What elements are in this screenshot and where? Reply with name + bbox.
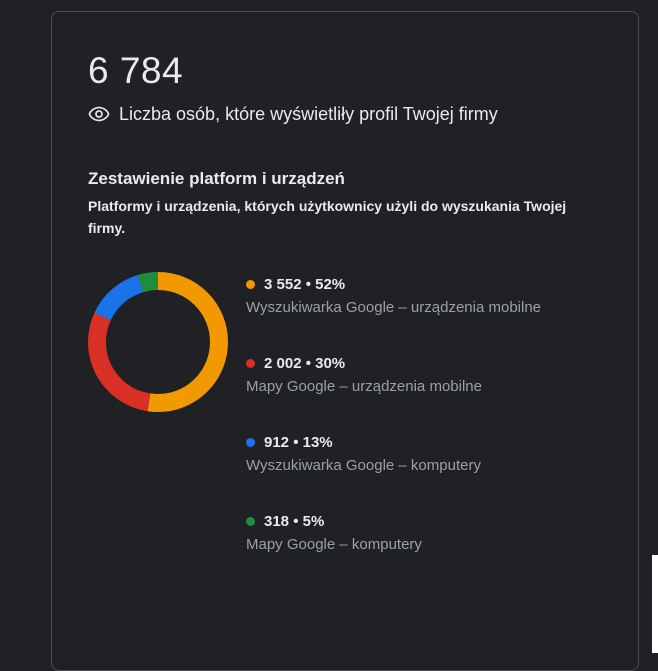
legend-label: Wyszukiwarka Google – komputery [246, 457, 481, 474]
chart-legend: 3 552 • 52% Wyszukiwarka Google – urządz… [246, 273, 541, 589]
legend-value: 318 • 5% [264, 512, 325, 530]
platform-breakdown-card: 6 784 Liczba osób, które wyświetliły pro… [51, 11, 639, 671]
legend-item-maps-desktop: 318 • 5% Mapy Google – komputery [246, 510, 541, 589]
legend-dot [246, 279, 255, 289]
legend-value: 2 002 • 30% [264, 354, 346, 372]
total-views-description: Liczba osób, które wyświetliły profil Tw… [88, 103, 498, 125]
total-views-value: 6 784 [88, 50, 184, 91]
donut-slice-maps-desktop [88, 272, 228, 412]
window-edge [652, 555, 658, 653]
section-title: Zestawienie platform i urządzeń [88, 169, 345, 188]
total-views-label: Liczba osób, które wyświetliły profil Tw… [119, 103, 498, 124]
legend-label: Mapy Google – komputery [246, 536, 422, 553]
platform-donut-chart [88, 272, 228, 412]
legend-item-search-desktop: 912 • 13% Wyszukiwarka Google – komputer… [246, 431, 541, 510]
legend-label: Wyszukiwarka Google – urządzenia mobilne [246, 299, 542, 316]
donut-slice-maps-mobile [88, 272, 228, 412]
section-description: Platformy i urządzenia, których użytkown… [88, 198, 567, 236]
legend-value: 912 • 13% [264, 433, 333, 451]
legend-dot [246, 358, 255, 368]
legend-item-search-mobile: 3 552 • 52% Wyszukiwarka Google – urządz… [246, 273, 541, 352]
eye-icon [88, 103, 110, 125]
legend-value: 3 552 • 52% [264, 275, 346, 293]
legend-dot [246, 516, 255, 526]
legend-label: Mapy Google – urządzenia mobilne [246, 378, 482, 395]
legend-dot [246, 437, 255, 447]
legend-item-maps-mobile: 2 002 • 30% Mapy Google – urządzenia mob… [246, 352, 541, 431]
